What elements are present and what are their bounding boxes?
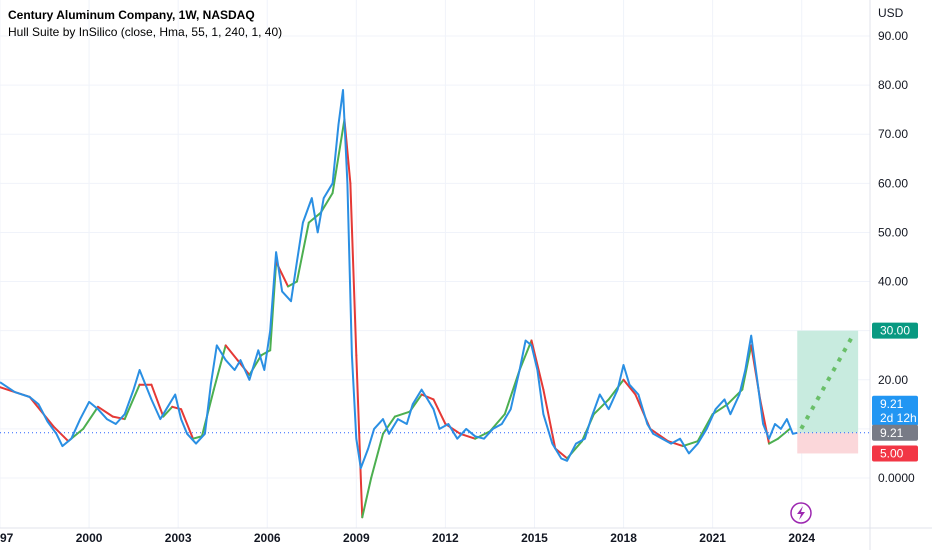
hull-segment bbox=[696, 413, 714, 443]
x-tick-label: 2021 bbox=[699, 531, 726, 545]
hull-segment bbox=[111, 415, 126, 421]
hull-line bbox=[0, 118, 791, 519]
y-tick-label: 90.00 bbox=[878, 29, 908, 43]
hull-segment bbox=[150, 383, 165, 418]
y-tick-label: 70.00 bbox=[878, 127, 908, 141]
countdown-time-text: 2d 12h bbox=[880, 411, 917, 425]
hull-segment bbox=[361, 477, 373, 519]
y-tick-label: 20.00 bbox=[878, 373, 908, 387]
hull-segment bbox=[192, 435, 203, 440]
countdown-tag-bg bbox=[872, 395, 918, 426]
hull-segment bbox=[622, 378, 637, 396]
price-path bbox=[0, 89, 798, 470]
last-price-tag: 9.21 bbox=[872, 424, 918, 441]
lightning-icon[interactable] bbox=[790, 502, 812, 524]
hull-segment bbox=[162, 405, 174, 418]
hull-segment bbox=[349, 182, 358, 357]
hull-segment bbox=[768, 437, 779, 445]
x-tick-label: 2015 bbox=[521, 531, 548, 545]
countdown-price-text: 9.21 bbox=[880, 397, 904, 411]
x-tick-label: 2009 bbox=[343, 531, 370, 545]
x-axis[interactable]: 97 2000 2003 2006 2009 2012 2015 2018 2021 2024 bbox=[0, 531, 815, 545]
hull-segment bbox=[444, 422, 462, 435]
y-tick-label: 60.00 bbox=[878, 176, 908, 190]
hull-segment bbox=[260, 349, 272, 357]
y-tick-label: 80.00 bbox=[878, 78, 908, 92]
hull-segment bbox=[287, 280, 298, 288]
hull-segment bbox=[681, 440, 699, 448]
hull-segment bbox=[212, 344, 227, 391]
last-price-tag-bg bbox=[872, 424, 918, 441]
price-line bbox=[0, 89, 798, 470]
stop-price-tag: 5.00 bbox=[872, 445, 918, 462]
x-tick-label: 2003 bbox=[165, 531, 192, 545]
hull-segment bbox=[776, 427, 791, 440]
hull-segment bbox=[355, 354, 364, 519]
hull-segment bbox=[741, 344, 753, 391]
hull-segment bbox=[123, 383, 141, 421]
indicator-label: Hull Suite by InSilico (close, Hma, 55, … bbox=[8, 25, 282, 39]
currency-label: USD bbox=[878, 6, 904, 20]
hull-segment bbox=[459, 432, 477, 440]
hull-segment bbox=[420, 393, 435, 401]
hull-segment bbox=[592, 398, 610, 416]
hull-segment bbox=[542, 388, 557, 450]
hull-segment bbox=[382, 415, 396, 435]
x-tick-label: 2012 bbox=[432, 531, 459, 545]
x-tick-label: 2024 bbox=[788, 531, 815, 545]
chart-title: Century Aluminum Company, 1W, NASDAQ bbox=[8, 8, 255, 22]
y-tick-label: 40.00 bbox=[878, 275, 908, 289]
hull-segment bbox=[82, 405, 99, 430]
loss-zone bbox=[797, 432, 859, 454]
y-tick-label: 50.00 bbox=[878, 225, 908, 239]
hull-segment bbox=[224, 344, 239, 362]
target-price-tag-bg bbox=[872, 322, 918, 339]
hull-segment bbox=[370, 432, 385, 479]
position-box[interactable] bbox=[797, 330, 859, 454]
x-tick-label: 97 bbox=[0, 531, 14, 545]
hull-segment bbox=[180, 408, 195, 440]
hull-segment bbox=[96, 405, 114, 418]
y-tick-label: 0.0000 bbox=[878, 471, 915, 485]
hull-segment bbox=[52, 425, 70, 443]
target-price-tag: 30.00 bbox=[872, 322, 918, 339]
stop-price-tag-text: 5.00 bbox=[880, 446, 904, 460]
hull-segment bbox=[530, 339, 545, 391]
hull-segment bbox=[393, 410, 411, 418]
hull-segment bbox=[171, 405, 183, 411]
last-price-tag-text: 9.21 bbox=[880, 426, 904, 440]
target-price-tag-text: 30.00 bbox=[880, 324, 910, 338]
hull-segment bbox=[295, 221, 310, 283]
hull-segment bbox=[331, 118, 346, 195]
hull-segment bbox=[607, 378, 625, 401]
x-tick-label: 2000 bbox=[76, 531, 103, 545]
hull-segment bbox=[667, 440, 684, 448]
stop-price-tag-bg bbox=[872, 445, 918, 462]
x-tick-label: 2006 bbox=[254, 531, 281, 545]
x-tick-label: 2018 bbox=[610, 531, 637, 545]
hull-segment bbox=[649, 427, 670, 443]
hull-segment bbox=[432, 398, 447, 425]
